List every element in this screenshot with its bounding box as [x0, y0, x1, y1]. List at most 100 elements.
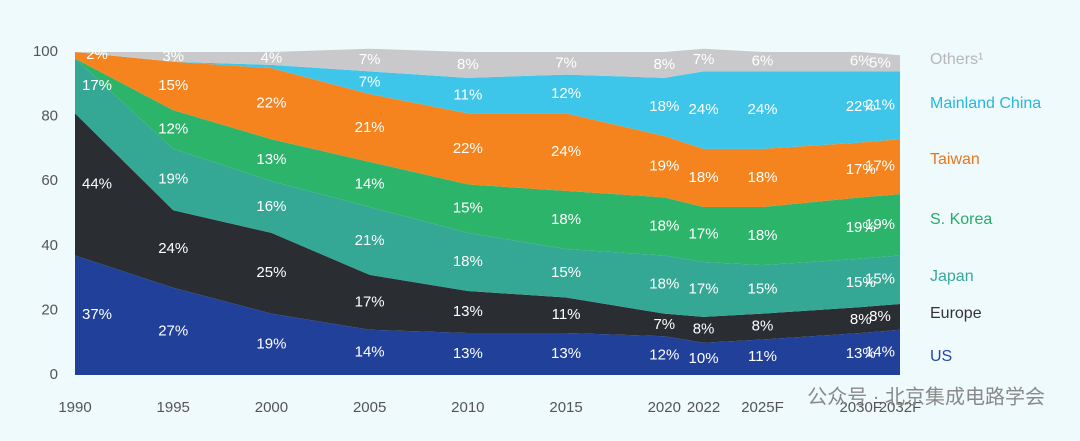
value-label: 24%: [747, 101, 777, 118]
value-label: 21%: [355, 119, 385, 136]
value-label: 6%: [850, 53, 872, 70]
value-label: 11%: [453, 87, 482, 104]
value-label: 15%: [158, 77, 188, 94]
y-tick-label: 20: [41, 301, 58, 318]
area: [75, 255, 900, 375]
value-label: 22%: [453, 140, 483, 157]
value-label: 21%: [355, 232, 385, 249]
value-label: 18%: [453, 253, 483, 270]
value-label: 18%: [747, 227, 777, 244]
y-tick-label: 0: [50, 366, 58, 383]
value-label: 12%: [158, 120, 188, 137]
y-tick-label: 60: [41, 172, 58, 189]
value-label: 19%: [846, 219, 876, 236]
area: [75, 58, 900, 317]
x-tick-label: 2022: [687, 399, 720, 416]
value-label: 18%: [551, 211, 581, 228]
value-label: 12%: [551, 85, 581, 102]
value-label: 17%: [82, 77, 112, 94]
value-label: 15%: [747, 280, 777, 297]
value-label: 17%: [865, 158, 895, 175]
legend-label: Mainland China: [930, 95, 1041, 112]
value-label: 11%: [748, 348, 777, 365]
value-label: 21%: [865, 96, 895, 113]
legend-label: Taiwan: [930, 151, 980, 168]
legend-label: Japan: [930, 268, 974, 285]
value-label: 15%: [551, 264, 581, 281]
area: [75, 52, 900, 149]
value-label: 18%: [649, 98, 679, 115]
x-tick-label: 2030F: [839, 399, 882, 416]
x-tick-label: 1990: [58, 399, 91, 416]
value-label: 8%: [869, 308, 891, 325]
value-label: 8%: [457, 56, 479, 73]
value-label: 8%: [752, 318, 774, 335]
value-label: 13%: [551, 345, 581, 362]
value-label: 13%: [846, 345, 876, 362]
x-tick-label: 2020: [648, 399, 681, 416]
legend-label: S. Korea: [930, 211, 992, 228]
value-label: 25%: [256, 264, 286, 281]
value-label: 18%: [689, 169, 719, 186]
value-label: 27%: [158, 322, 188, 339]
x-tick-label: 2032F: [879, 399, 922, 416]
value-label: 13%: [453, 345, 483, 362]
value-label: 19%: [158, 171, 188, 188]
area: [75, 113, 900, 343]
value-label: 8%: [693, 321, 715, 338]
y-tick-label: 40: [41, 237, 58, 254]
area: [75, 48, 900, 78]
value-label: 19%: [256, 335, 286, 352]
value-label: 18%: [649, 217, 679, 234]
value-label: 7%: [693, 51, 715, 68]
value-label: 13%: [256, 151, 286, 168]
value-label: 17%: [846, 161, 876, 178]
x-tick-label: 2025F: [741, 399, 784, 416]
area: [75, 58, 900, 266]
value-label: 19%: [649, 158, 679, 175]
value-label: 8%: [653, 56, 675, 73]
value-label: 15%: [453, 200, 483, 217]
value-label: 7%: [653, 316, 675, 333]
value-label: 7%: [555, 54, 577, 71]
x-tick-label: 2010: [451, 399, 484, 416]
value-label: 16%: [256, 198, 286, 215]
value-label: 22%: [256, 95, 286, 112]
value-label: 24%: [158, 240, 188, 257]
value-label: 24%: [689, 101, 719, 118]
value-label: 2%: [86, 46, 108, 63]
value-label: 6%: [752, 53, 774, 70]
value-label: 5%: [869, 54, 891, 71]
value-label: 10%: [689, 350, 719, 367]
legend-label: Others¹: [930, 51, 983, 68]
value-label: 15%: [865, 271, 895, 288]
value-label: 22%: [846, 98, 876, 115]
area: [75, 52, 900, 208]
y-tick-label: 100: [33, 43, 58, 60]
value-label: 12%: [649, 347, 679, 364]
value-label: 14%: [355, 343, 385, 360]
value-label: 14%: [865, 343, 895, 360]
legend-label: US: [930, 348, 952, 365]
value-label: 15%: [846, 274, 876, 291]
value-label: 14%: [355, 175, 385, 192]
value-label: 37%: [82, 306, 112, 323]
value-label: 7%: [359, 51, 381, 68]
value-label: 18%: [649, 276, 679, 293]
value-label: 17%: [355, 293, 385, 310]
value-label: 17%: [689, 280, 719, 297]
y-tick-label: 80: [41, 108, 58, 125]
value-label: 8%: [850, 311, 872, 328]
value-label: 18%: [747, 169, 777, 186]
x-tick-label: 2000: [255, 399, 288, 416]
x-tick-label: 1995: [157, 399, 190, 416]
value-label: 19%: [865, 216, 895, 233]
value-label: 11%: [552, 306, 581, 323]
value-label: 4%: [261, 49, 283, 66]
legend-label: Europe: [930, 305, 982, 322]
x-tick-label: 2005: [353, 399, 386, 416]
value-label: 24%: [551, 143, 581, 160]
value-label: 3%: [162, 48, 184, 65]
watermark: 公众号 · 北京集成电路学会: [807, 385, 1045, 408]
